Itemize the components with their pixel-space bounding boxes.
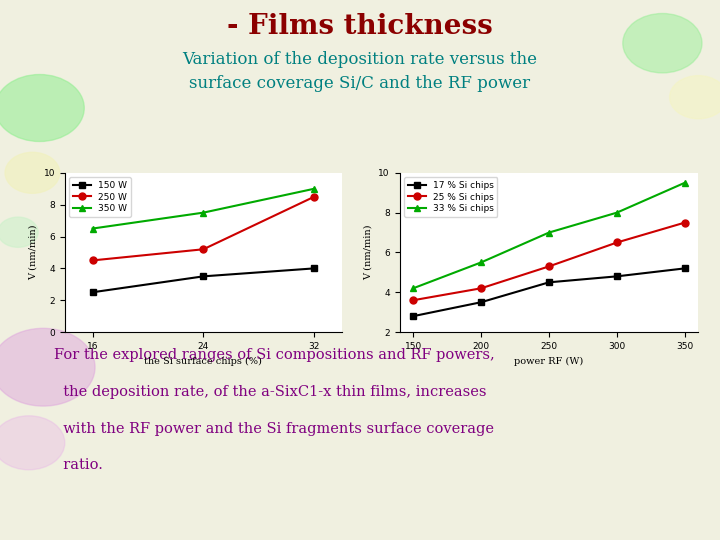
Circle shape bbox=[0, 217, 38, 247]
17 % Si chips bbox=[409, 313, 418, 319]
Circle shape bbox=[0, 416, 65, 470]
Legend: 150 W, 250 W, 350 W: 150 W, 250 W, 350 W bbox=[69, 177, 131, 217]
Line: 33 % Si chips: 33 % Si chips bbox=[410, 179, 688, 292]
350 W bbox=[199, 210, 207, 216]
Y-axis label: V (nm/min): V (nm/min) bbox=[29, 225, 38, 280]
33 % Si chips bbox=[409, 285, 418, 292]
Text: - Films thickness: - Films thickness bbox=[227, 14, 493, 40]
Y-axis label: V (nm/min): V (nm/min) bbox=[364, 225, 373, 280]
25 % Si chips bbox=[545, 263, 554, 269]
Text: the deposition rate, of the a-SixC1-x thin films, increases: the deposition rate, of the a-SixC1-x th… bbox=[54, 385, 487, 399]
150 W bbox=[199, 273, 207, 280]
Circle shape bbox=[5, 152, 60, 193]
25 % Si chips bbox=[613, 239, 621, 246]
X-axis label: the Si surface chips (%): the Si surface chips (%) bbox=[145, 356, 262, 366]
250 W bbox=[88, 257, 96, 264]
Line: 250 W: 250 W bbox=[89, 193, 318, 264]
Circle shape bbox=[670, 76, 720, 119]
Text: ratio.: ratio. bbox=[54, 458, 103, 472]
17 % Si chips bbox=[613, 273, 621, 280]
Text: For the explored ranges of Si compositions and RF powers,: For the explored ranges of Si compositio… bbox=[54, 348, 495, 362]
33 % Si chips bbox=[477, 259, 485, 266]
Line: 350 W: 350 W bbox=[89, 185, 318, 232]
33 % Si chips bbox=[680, 179, 689, 186]
Text: with the RF power and the Si fragments surface coverage: with the RF power and the Si fragments s… bbox=[54, 422, 494, 436]
250 W bbox=[310, 193, 318, 200]
Line: 150 W: 150 W bbox=[89, 265, 318, 296]
Circle shape bbox=[623, 14, 702, 73]
350 W bbox=[88, 225, 96, 232]
150 W bbox=[310, 265, 318, 272]
Circle shape bbox=[0, 328, 95, 406]
25 % Si chips bbox=[477, 285, 485, 292]
Legend: 17 % Si chips, 25 % Si chips, 33 % Si chips: 17 % Si chips, 25 % Si chips, 33 % Si ch… bbox=[404, 177, 498, 217]
X-axis label: power RF (W): power RF (W) bbox=[514, 356, 584, 366]
350 W bbox=[310, 186, 318, 192]
33 % Si chips bbox=[545, 230, 554, 236]
25 % Si chips bbox=[409, 297, 418, 303]
Line: 17 % Si chips: 17 % Si chips bbox=[410, 265, 688, 320]
150 W bbox=[88, 289, 96, 295]
Circle shape bbox=[0, 75, 84, 141]
17 % Si chips bbox=[545, 279, 554, 286]
25 % Si chips bbox=[680, 219, 689, 226]
250 W bbox=[199, 246, 207, 253]
33 % Si chips bbox=[613, 210, 621, 216]
Text: Variation of the deposition rate versus the
surface coverage Si/C and the RF pow: Variation of the deposition rate versus … bbox=[182, 51, 538, 92]
Line: 25 % Si chips: 25 % Si chips bbox=[410, 219, 688, 303]
17 % Si chips bbox=[680, 265, 689, 272]
17 % Si chips bbox=[477, 299, 485, 306]
